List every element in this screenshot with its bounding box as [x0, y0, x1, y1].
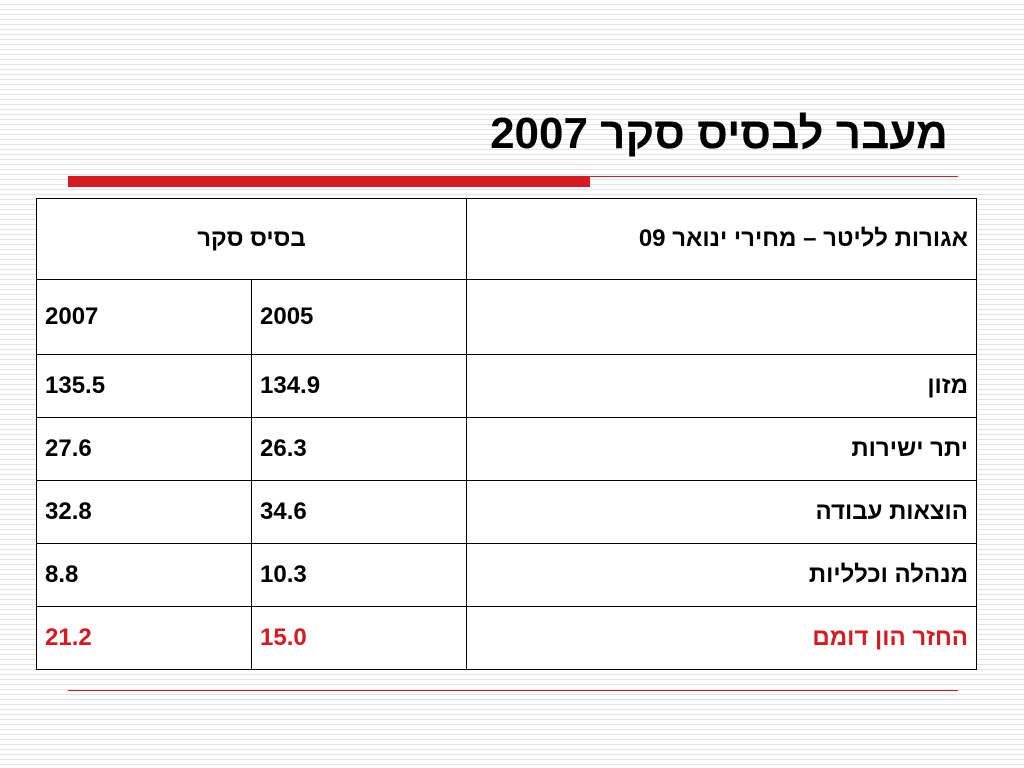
row-value-2005: 134.9 — [251, 354, 467, 418]
row-label: החזר הון דומם — [466, 606, 977, 670]
year-header-2005: 2005 — [251, 279, 467, 355]
row-value-2005: 15.0 — [251, 606, 467, 670]
table-row: הוצאות עבודה 34.6 32.8 — [36, 480, 977, 544]
table-row: מנהלה וכלליות 10.3 8.8 — [36, 543, 977, 607]
year-header-2007: 2007 — [36, 279, 252, 355]
row-label: מזון — [466, 354, 977, 418]
slide-title: מעבר לבסיס סקר 2007 — [490, 109, 948, 158]
table-group-header: בסיס סקר — [36, 198, 467, 280]
table-row: מזון 134.9 135.5 — [36, 354, 977, 418]
table-years-row: 2005 2007 — [36, 279, 977, 355]
table-header-row: אגורות לליטר – מחירי ינואר 09 בסיס סקר — [36, 198, 977, 280]
row-value-2007: 32.8 — [36, 480, 252, 544]
footer-divider — [68, 690, 958, 691]
table-row: יתר ישירות 26.3 27.6 — [36, 417, 977, 481]
title-underline-thick — [68, 176, 590, 187]
row-label: מנהלה וכלליות — [466, 543, 977, 607]
table-row-highlighted: החזר הון דומם 15.0 21.2 — [36, 606, 977, 670]
row-value-2007: 21.2 — [36, 606, 252, 670]
row-label: יתר ישירות — [466, 417, 977, 481]
table-empty-cell — [466, 279, 977, 355]
row-value-2007: 27.6 — [36, 417, 252, 481]
row-value-2005: 34.6 — [251, 480, 467, 544]
title-underline-thin — [590, 176, 958, 177]
price-table: אגורות לליטר – מחירי ינואר 09 בסיס סקר 2… — [36, 198, 977, 670]
row-value-2007: 135.5 — [36, 354, 252, 418]
row-label: הוצאות עבודה — [466, 480, 977, 544]
table-header-label: אגורות לליטר – מחירי ינואר 09 — [466, 198, 977, 280]
row-value-2005: 26.3 — [251, 417, 467, 481]
row-value-2005: 10.3 — [251, 543, 467, 607]
row-value-2007: 8.8 — [36, 543, 252, 607]
